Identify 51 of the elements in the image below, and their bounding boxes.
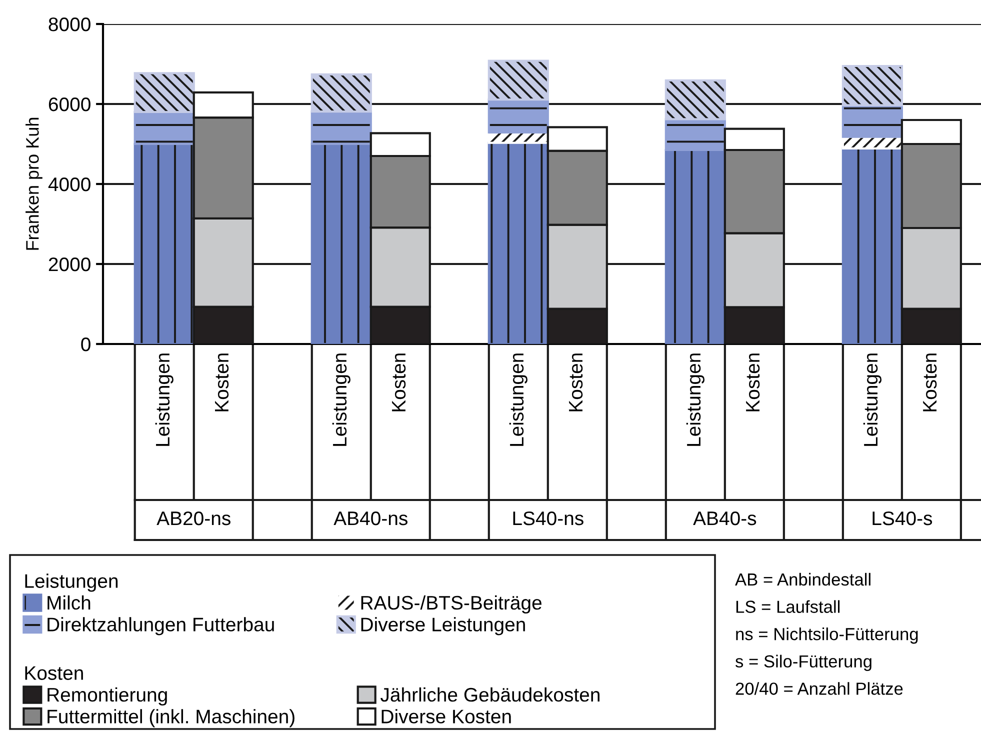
x-tick-label: Kosten [215,354,229,412]
x-tick-label: Kosten [746,354,760,412]
bar [134,110,195,146]
text: Kosten [25,666,83,680]
text: AB40-ns [334,511,408,526]
legend-label: Milch [48,595,90,610]
x-tick-label: Leistungen [332,354,350,446]
x-tick-label: Kosten [923,354,937,412]
y-tick-label: 6000 [48,97,90,112]
bar [488,60,549,101]
y-axis-title: Franken pro Kuh [26,118,42,250]
text: ns = Nichtsilo-Fütterung [736,628,918,644]
y-tick-label: 0 [81,337,90,352]
text: AB20-ns [156,511,230,526]
bar [842,104,903,138]
legend-label: Jährliche Gebäudekosten [380,687,600,702]
y-tick-label: 8000 [48,17,90,32]
x-tick-label: Leistungen [686,354,704,446]
bar [488,142,549,344]
x-tick-label: Leistungen [509,354,528,446]
text: Leistungen [25,574,118,592]
legend-label: Diverse Leistungen [361,617,525,636]
y-tick-label: 2000 [48,257,90,272]
text: s = Silo-Fütterung [735,654,872,671]
text: AB = Anbindestall [735,572,870,586]
y-tick-label: 4000 [48,177,90,192]
legend-label: Futtermittel (inkl. Maschinen) [48,709,294,728]
x-tick-label: Kosten [392,354,406,412]
bar [842,64,903,106]
text: 20/40 = Anzahl Plätze [736,682,903,695]
text: LS = Laufstall [736,600,840,613]
legend-label: RAUS-/BTS-Beiträge [361,595,542,614]
legend-label: Direktzahlungen Futterbau [48,617,274,636]
bar [842,147,903,344]
bar [310,142,372,344]
x-tick-label: Leistungen [155,354,174,446]
bar [310,73,372,113]
x-tick-label: Kosten [569,354,583,412]
bar [488,98,549,134]
x-tick-label: Leistungen [863,354,882,446]
text: AB40-s [693,511,756,526]
text: LS40-s [872,511,932,526]
bar [310,110,372,146]
bar [664,79,726,120]
text: LS40-ns [513,511,584,526]
bar [134,142,195,344]
bar [664,118,726,152]
bar [664,148,726,344]
legend-label: Remontierung [48,687,167,706]
bar [134,72,195,114]
legend-label: Diverse Kosten [382,709,511,724]
